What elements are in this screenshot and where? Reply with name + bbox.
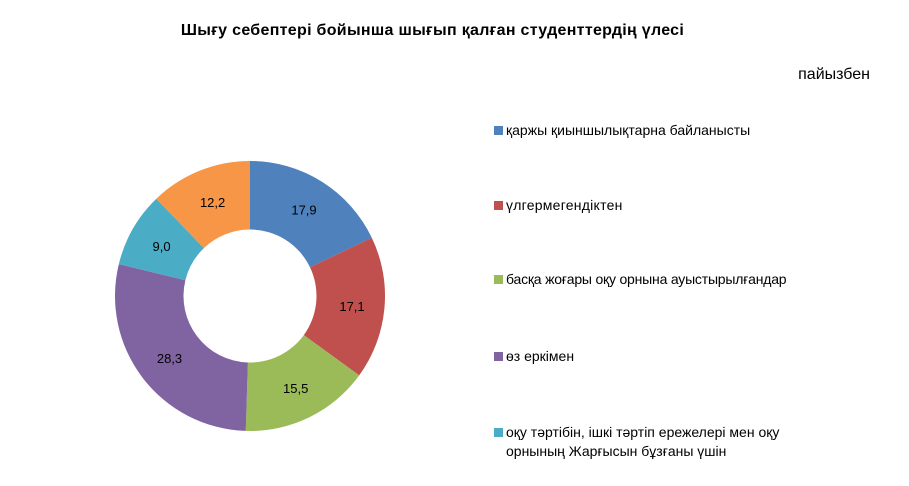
svg-text:12,2: 12,2 [200,195,225,210]
svg-text:28,3: 28,3 [157,351,182,366]
svg-text:15,5: 15,5 [283,381,308,396]
svg-text:17,9: 17,9 [291,203,316,218]
svg-text:17,1: 17,1 [339,299,364,314]
svg-text:9,0: 9,0 [153,239,171,254]
